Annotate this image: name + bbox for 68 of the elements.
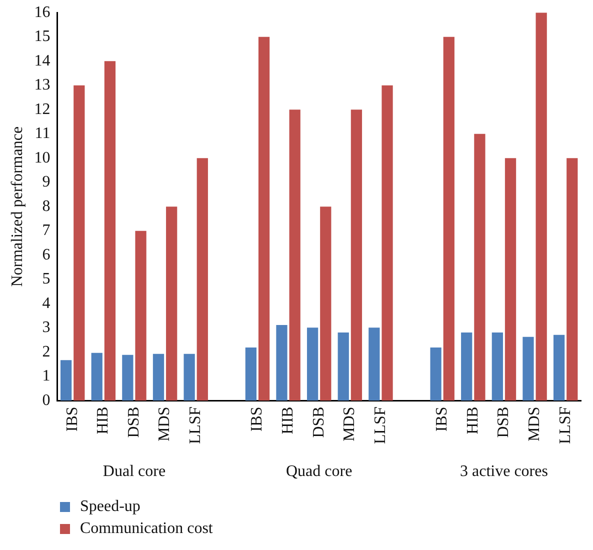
x-tick-label: IBS [64, 406, 81, 432]
legend-label: Speed-up [80, 498, 140, 516]
y-tick-label: 1 [42, 368, 50, 385]
bar [382, 85, 393, 401]
x-tick-label: HIB [464, 406, 482, 434]
bar [430, 348, 442, 401]
bar [338, 332, 349, 401]
y-tick-label: 5 [42, 270, 50, 288]
legend-label: Communication cost [80, 520, 213, 538]
bar [60, 360, 72, 401]
text: Dual core [102, 463, 166, 480]
bar [276, 324, 288, 401]
bar [74, 85, 85, 401]
y-tick-label: 9 [42, 174, 50, 191]
y-axis-title: Normalized performance [8, 126, 26, 287]
bar [553, 334, 565, 401]
y-tick-label: 4 [42, 294, 50, 312]
text: 3 active cores [460, 463, 548, 480]
bar [122, 354, 134, 401]
y-tick-label: 6 [42, 246, 50, 264]
bar [492, 332, 503, 401]
x-tick-label: IBS [434, 406, 451, 432]
x-tick-label: MDS [156, 406, 174, 442]
x-tick-label: LLSF [187, 406, 204, 444]
bar [135, 230, 146, 401]
text: Quad core [286, 463, 352, 480]
y-tick-label: 13 [34, 76, 50, 94]
bar [504, 158, 516, 401]
bar [289, 110, 300, 401]
y-tick-label: 2 [42, 343, 50, 360]
x-tick-label: IBS [248, 406, 266, 432]
bar [245, 348, 256, 401]
x-tick-label: DSB [495, 406, 512, 438]
bar [306, 328, 318, 401]
y-tick-label: 7 [42, 222, 50, 240]
x-tick-label: LLSF [372, 406, 389, 444]
y-tick-label: 8 [42, 198, 50, 215]
bar [443, 36, 454, 401]
y-tick-label: 12 [34, 100, 50, 118]
y-tick-label: 14 [34, 52, 50, 70]
x-tick-label: MDS [526, 406, 543, 442]
bar [152, 354, 164, 401]
bar [320, 206, 332, 401]
bar [474, 134, 486, 401]
y-tick-label: 10 [34, 149, 50, 166]
bar [536, 12, 547, 401]
bar [258, 36, 270, 401]
y-tick-label: 16 [34, 4, 50, 21]
x-tick-label: HIB [94, 406, 112, 434]
bar [566, 158, 578, 401]
bar [350, 110, 362, 401]
bar [196, 158, 208, 401]
bar [522, 336, 534, 401]
bar [461, 332, 472, 401]
bar [104, 61, 116, 401]
x-tick-label: DSB [125, 406, 142, 438]
bar [91, 352, 102, 401]
y-tick-label: 0 [42, 392, 50, 409]
x-tick-label: MDS [341, 406, 358, 442]
bar [368, 328, 380, 401]
y-tick-label: 11 [34, 125, 50, 142]
bar [166, 206, 178, 401]
x-tick-label: DSB [310, 406, 328, 438]
x-tick-label: LLSF [556, 406, 574, 444]
y-tick-label: 15 [34, 28, 50, 46]
x-tick-label: HIB [279, 406, 296, 434]
bar [184, 354, 195, 401]
y-tick-label: 3 [42, 319, 50, 336]
